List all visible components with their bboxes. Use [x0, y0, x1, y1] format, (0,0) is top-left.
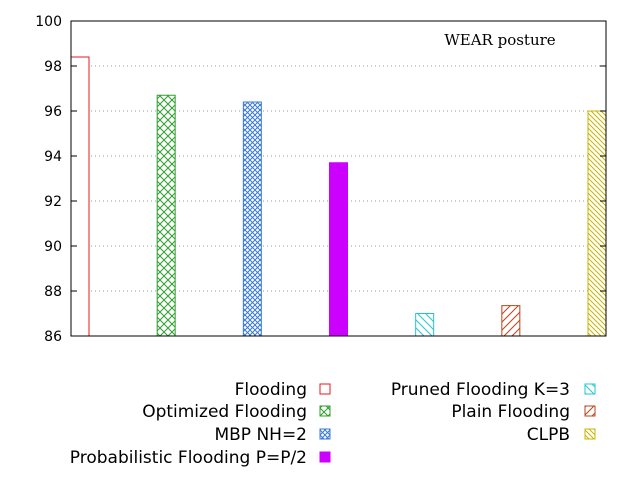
legend-swatch	[584, 383, 596, 395]
y-tick-label: 100	[35, 14, 62, 30]
legend-swatch	[319, 405, 331, 417]
legend-label: Flooding	[235, 380, 307, 400]
legend-item: Plain Flooding	[451, 402, 596, 422]
legend-item: Probabilistic Flooding P=P/2	[70, 448, 331, 468]
legend-swatch	[319, 383, 331, 395]
y-tick-label: 86	[44, 329, 62, 345]
y-tick-label: 94	[44, 149, 62, 165]
bar-optimized-flooding	[156, 94, 176, 337]
bars	[70, 56, 607, 337]
legend-swatch	[584, 428, 596, 440]
legend-label: Probabilistic Flooding P=P/2	[70, 448, 307, 468]
y-tick-label: 98	[44, 59, 62, 75]
legend-label: CLPB	[527, 425, 570, 445]
legend-item: Pruned Flooding K=3	[391, 380, 596, 400]
y-tick-label: 92	[44, 194, 62, 210]
legend-label: Optimized Flooding	[142, 402, 307, 422]
legend-label: Plain Flooding	[451, 402, 570, 422]
legend-label: MBP NH=2	[214, 425, 307, 445]
bar-pruned-flooding-k-3	[415, 313, 435, 337]
y-axis: 86 88 90 92 94 96 98 100	[35, 14, 606, 345]
y-tick-label: 90	[44, 239, 62, 255]
bar-clpb	[587, 110, 607, 337]
y-tick-label: 96	[44, 104, 62, 120]
bar-probabilistic-flooding-p-p-2	[329, 162, 348, 337]
legend-item: MBP NH=2	[214, 425, 331, 445]
legend-label: Pruned Flooding K=3	[391, 380, 570, 400]
legend-swatch	[319, 428, 331, 440]
bar-mbp-nh-2	[242, 101, 262, 337]
bar-plain-flooding	[501, 305, 521, 337]
legend-item: CLPB	[527, 425, 596, 445]
bar-flooding	[70, 56, 90, 337]
y-tick-label: 88	[44, 284, 62, 300]
legend-swatch	[319, 451, 331, 463]
legend-swatch	[584, 405, 596, 417]
legend-item: Optimized Flooding	[142, 402, 331, 422]
legend-item: Flooding	[235, 380, 331, 400]
chart-annotation: WEAR posture	[444, 31, 555, 49]
plot-frame	[70, 20, 607, 337]
